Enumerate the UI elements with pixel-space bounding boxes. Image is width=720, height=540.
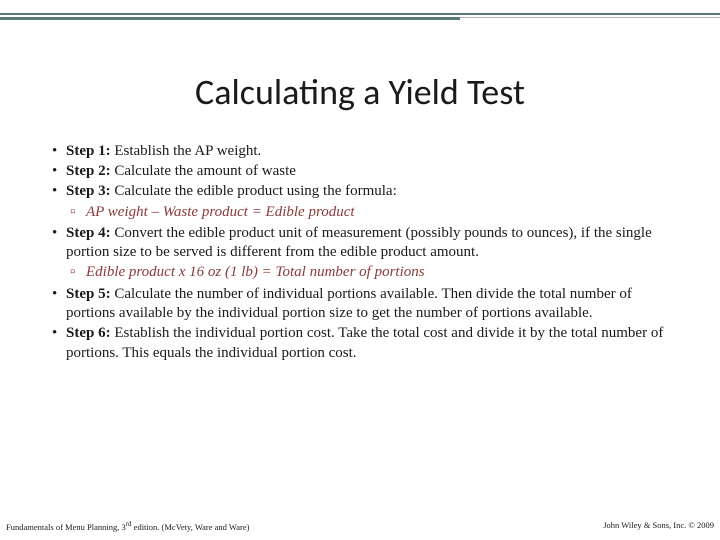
step-item: Step 6: Establish the individual portion… <box>52 324 680 362</box>
footer-left: Fundamentals of Menu Planning, 3rd editi… <box>6 520 249 532</box>
slide-content: Step 1: Establish the AP weight. Step 2:… <box>0 142 720 363</box>
step-label: Step 1: <box>66 143 111 159</box>
step-list: Step 1: Establish the AP weight. Step 2:… <box>52 142 680 363</box>
step-label: Step 6: <box>66 325 111 341</box>
step-item: Step 4: Convert the edible product unit … <box>52 224 680 283</box>
slide-footer: Fundamentals of Menu Planning, 3rd editi… <box>0 520 720 532</box>
step-text: Establish the individual portion cost. T… <box>66 325 663 360</box>
footer-left-text-a: Fundamentals of Menu Planning, 3 <box>6 522 126 532</box>
step-item: Step 3: Calculate the edible product usi… <box>52 182 680 222</box>
step-label: Step 5: <box>66 286 111 302</box>
formula-item: Edible product x 16 oz (1 lb) = Total nu… <box>70 263 680 283</box>
formula-list: AP weight – Waste product = Edible produ… <box>70 203 680 223</box>
step-text: Calculate the amount of waste <box>111 163 296 179</box>
step-label: Step 2: <box>66 163 111 179</box>
footer-left-text-b: edition. (McVety, Ware and Ware) <box>132 522 250 532</box>
step-label: Step 4: <box>66 225 111 241</box>
step-text: Establish the AP weight. <box>111 143 262 159</box>
step-item: Step 5: Calculate the number of individu… <box>52 285 680 323</box>
footer-right: John Wiley & Sons, Inc. © 2009 <box>603 520 714 532</box>
step-text: Calculate the number of individual porti… <box>66 286 632 321</box>
formula-list: Edible product x 16 oz (1 lb) = Total nu… <box>70 263 680 283</box>
step-text: Convert the edible product unit of measu… <box>66 225 652 260</box>
step-item: Step 2: Calculate the amount of waste <box>52 162 680 181</box>
decorative-top-border <box>0 0 720 20</box>
formula-item: AP weight – Waste product = Edible produ… <box>70 203 680 223</box>
step-item: Step 1: Establish the AP weight. <box>52 142 680 161</box>
step-label: Step 3: <box>66 183 111 199</box>
slide-title: Calculating a Yield Test <box>0 70 720 114</box>
step-text: Calculate the edible product using the f… <box>111 183 397 199</box>
